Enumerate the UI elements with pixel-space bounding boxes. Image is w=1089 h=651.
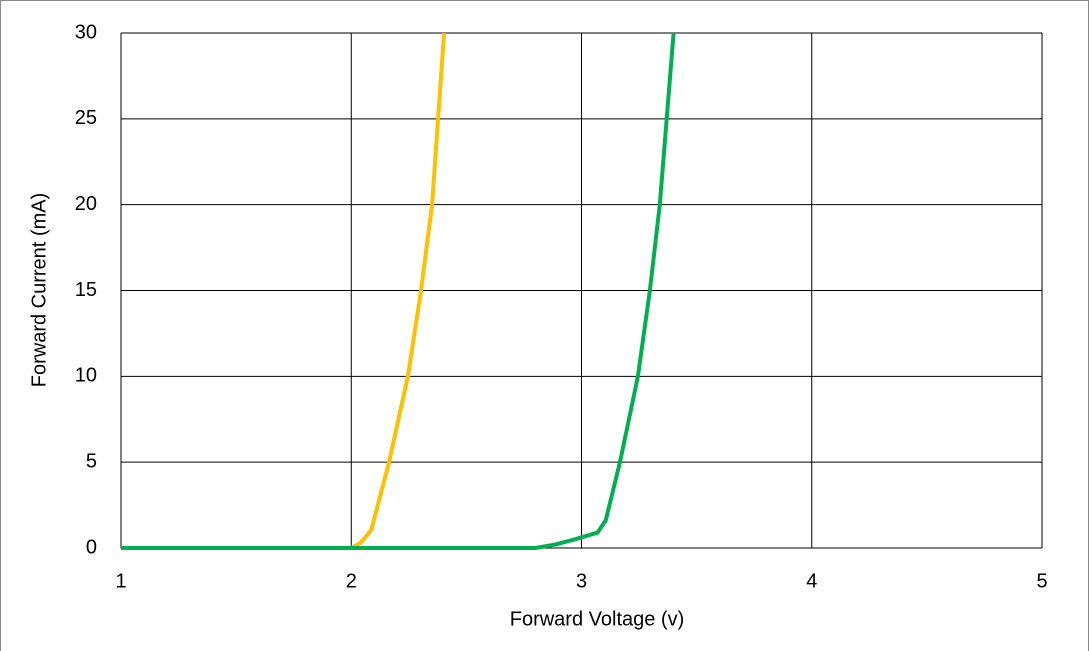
x-tick-label: 2 xyxy=(346,570,357,592)
data-line xyxy=(121,32,447,550)
y-tick-label: 10 xyxy=(75,365,97,387)
data-line xyxy=(121,32,676,550)
y-tick-label: 5 xyxy=(86,450,97,472)
x-tick-label: 3 xyxy=(576,570,587,592)
x-tick-label: 5 xyxy=(1036,570,1047,592)
y-tick-label: 30 xyxy=(75,21,97,43)
x-tick-label: 1 xyxy=(115,570,126,592)
y-tick-label: 20 xyxy=(75,193,97,215)
x-tick-label: 4 xyxy=(806,570,817,592)
y-tick-label: 0 xyxy=(86,536,97,558)
y-axis-label: Forward Current (mA) xyxy=(28,193,50,387)
x-axis-label: Forward Voltage (v) xyxy=(510,608,685,630)
y-tick-label: 15 xyxy=(75,279,97,301)
y-tick-label: 25 xyxy=(75,107,97,129)
